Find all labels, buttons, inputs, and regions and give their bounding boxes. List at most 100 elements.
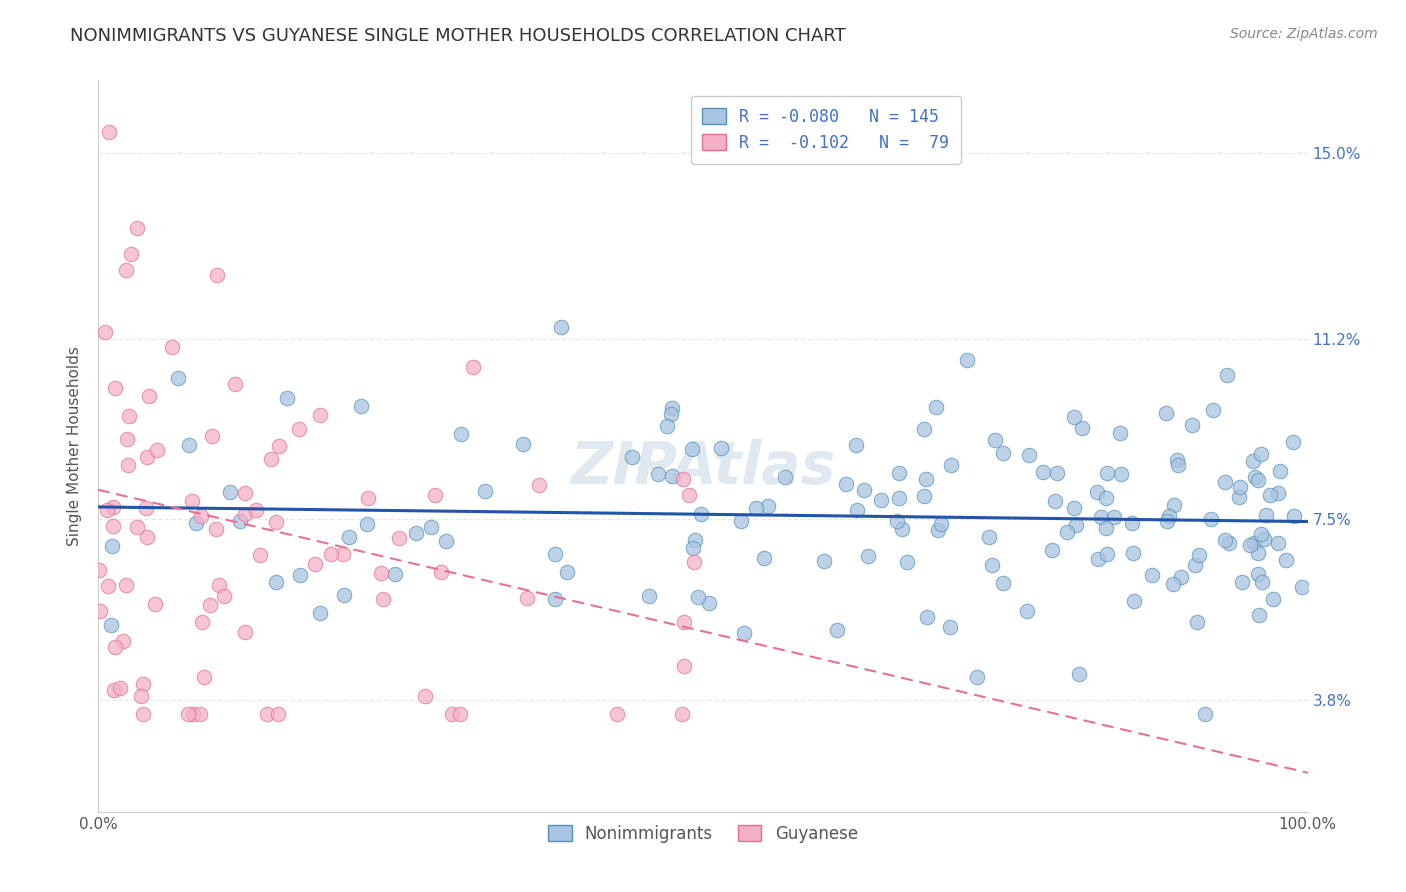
Point [697,596,720,610]
Point [1063,409,1085,424]
Point [752,551,775,566]
Point [825,623,848,637]
Point [620,450,643,465]
Point [1102,510,1125,524]
Point [1018,448,1040,462]
Point [132,677,155,691]
Point [512,437,534,451]
Point [925,401,948,415]
Point [756,499,779,513]
Point [1095,547,1118,561]
Point [1166,453,1188,467]
Point [1282,435,1305,450]
Point [450,426,472,441]
Point [550,320,572,334]
Point [127,520,149,534]
Point [813,554,835,568]
Point [1163,498,1185,512]
Point [846,503,869,517]
Point [1111,467,1133,481]
Point [204,522,226,536]
Point [108,681,131,695]
Point [256,707,278,722]
Point [730,514,752,528]
Point [1087,551,1109,566]
Point [1121,516,1143,531]
Point [1291,580,1313,594]
Point [214,589,236,603]
Point [319,547,342,561]
Point [661,468,683,483]
Point [555,566,578,580]
Point [179,438,201,452]
Point [1215,368,1237,382]
Point [661,401,683,416]
Point [264,515,287,529]
Point [682,541,704,555]
Point [167,370,190,384]
Point [1227,490,1250,504]
Point [339,530,361,544]
Point [449,707,471,722]
Point [845,437,868,451]
Point [224,377,246,392]
Point [516,591,538,606]
Point [1188,548,1211,562]
Point [527,478,550,492]
Point [1274,553,1296,567]
Point [891,522,914,536]
Point [104,381,127,395]
Point [1247,566,1270,581]
Point [87,564,110,578]
Point [1095,466,1118,480]
Point [1199,512,1222,526]
Point [245,503,267,517]
Point [1154,406,1177,420]
Point [111,633,134,648]
Point [984,433,1007,447]
Point [927,523,949,537]
Point [136,530,159,544]
Point [125,221,148,235]
Point [681,442,703,457]
Point [101,519,124,533]
Point [1017,604,1039,618]
Point [370,566,392,581]
Point [1267,485,1289,500]
Point [1194,707,1216,722]
Point [1254,508,1277,522]
Point [104,640,127,655]
Point [333,589,356,603]
Point [115,577,138,591]
Point [264,574,287,589]
Point [97,579,120,593]
Point [114,262,136,277]
Point [835,477,858,491]
Point [1282,508,1305,523]
Point [1202,403,1225,417]
Point [101,539,124,553]
Point [98,125,121,139]
Point [1267,536,1289,550]
Point [1250,447,1272,461]
Point [1069,666,1091,681]
Point [993,446,1015,460]
Point [304,558,326,572]
Point [966,671,988,685]
Point [201,429,224,443]
Point [191,615,214,629]
Point [1042,543,1064,558]
Point [709,441,731,455]
Point [1261,592,1284,607]
Point [1159,509,1181,524]
Point [981,558,1004,572]
Point [332,547,354,561]
Point [1247,473,1270,487]
Point [1239,538,1261,552]
Point [136,450,159,465]
Text: NONIMMIGRANTS VS GUYANESE SINGLE MOTHER HOUSEHOLDS CORRELATION CHART: NONIMMIGRANTS VS GUYANESE SINGLE MOTHER … [70,27,846,45]
Point [145,443,167,458]
Point [143,597,166,611]
Point [1247,546,1270,560]
Point [233,507,256,521]
